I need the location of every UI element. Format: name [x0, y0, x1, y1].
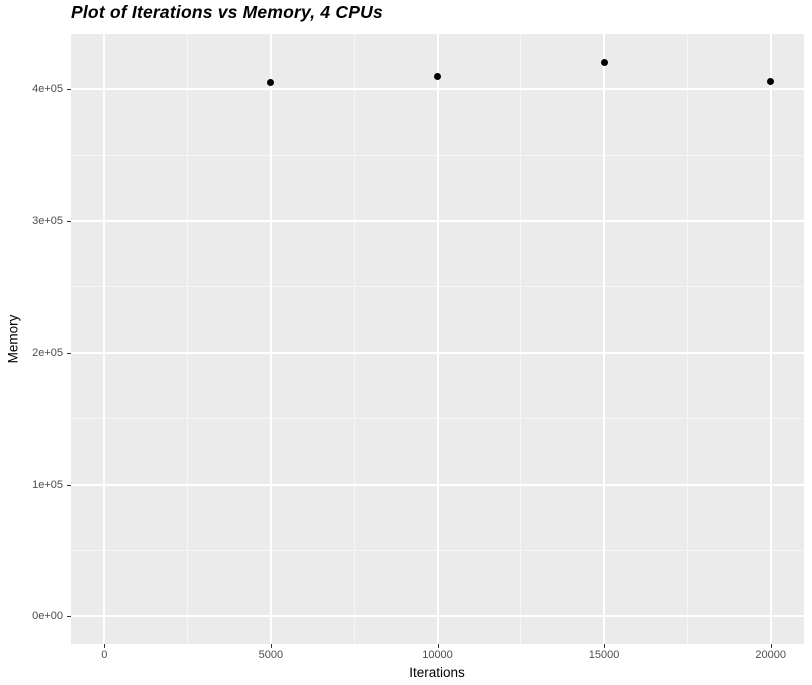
x-minor-gridline — [686, 34, 688, 644]
x-tick-mark — [104, 644, 106, 648]
x-minor-gridline — [187, 34, 189, 644]
x-major-gridline — [436, 34, 439, 644]
data-point — [600, 59, 608, 67]
y-major-gridline — [71, 88, 804, 91]
data-point — [434, 72, 441, 80]
y-tick-mark — [67, 616, 71, 618]
chart-title: Plot of Iterations vs Memory, 4 CPUs — [71, 2, 383, 22]
y-tick-label: 3e+05 — [32, 215, 63, 228]
x-tick-label: 5000 — [258, 649, 284, 661]
x-minor-gridline — [353, 34, 355, 644]
y-tick-mark — [67, 352, 71, 354]
y-tick-label: 4e+05 — [32, 83, 63, 96]
x-major-gridline — [769, 34, 772, 644]
y-tick-label: 2e+05 — [32, 346, 63, 359]
data-point — [767, 77, 775, 85]
y-tick-mark — [67, 221, 71, 223]
x-major-gridline — [103, 34, 106, 644]
y-tick-label: 0e+00 — [32, 610, 63, 623]
data-point — [267, 79, 275, 87]
x-major-gridline — [269, 34, 272, 644]
y-major-gridline — [71, 483, 804, 486]
x-tick-mark — [770, 644, 772, 648]
x-axis-title: Iterations — [409, 665, 465, 680]
x-tick-mark — [604, 644, 606, 648]
x-tick-label: 20000 — [755, 649, 786, 661]
x-minor-gridline — [520, 34, 522, 644]
x-tick-mark — [270, 644, 272, 648]
plot-panel — [71, 34, 804, 644]
y-major-gridline — [71, 220, 804, 223]
x-tick-mark — [437, 644, 439, 648]
y-tick-label: 1e+05 — [32, 478, 63, 491]
x-tick-label: 15000 — [588, 649, 620, 661]
x-tick-label: 0 — [101, 649, 108, 661]
y-tick-mark — [67, 89, 71, 91]
y-axis-title: Memory — [5, 314, 21, 364]
y-major-gridline — [71, 615, 804, 618]
x-tick-label: 10000 — [422, 649, 453, 661]
y-tick-mark — [67, 484, 71, 486]
x-major-gridline — [603, 34, 606, 644]
y-major-gridline — [71, 351, 804, 354]
